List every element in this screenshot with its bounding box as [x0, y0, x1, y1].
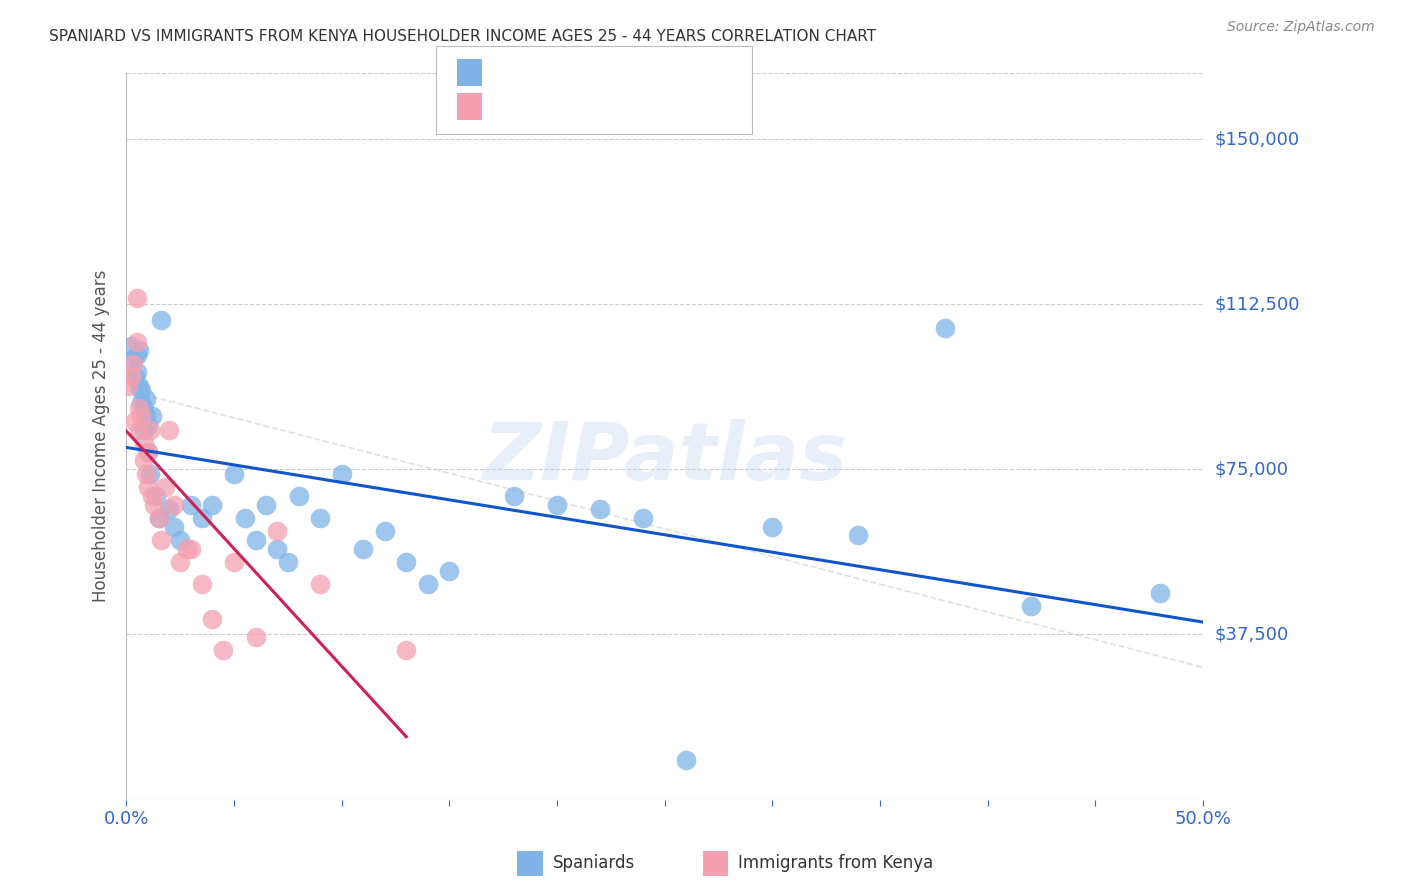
Point — [136, 480, 159, 494]
Point — [546, 498, 568, 512]
Point — [222, 467, 245, 481]
Point — [309, 510, 332, 524]
Point — [132, 423, 155, 437]
Point — [124, 369, 146, 384]
Point — [128, 423, 150, 437]
Point — [124, 414, 146, 428]
Point — [395, 642, 418, 657]
Point — [157, 423, 180, 437]
Text: SPANIARD VS IMMIGRANTS FROM KENYA HOUSEHOLDER INCOME AGES 25 - 44 YEARS CORRELAT: SPANIARD VS IMMIGRANTS FROM KENYA HOUSEH… — [49, 29, 876, 44]
Point — [153, 480, 176, 494]
Point — [136, 444, 159, 458]
Point — [233, 510, 256, 524]
Point — [934, 321, 956, 335]
Text: Source: ZipAtlas.com: Source: ZipAtlas.com — [1227, 20, 1375, 34]
Point — [148, 510, 170, 524]
Point — [139, 467, 162, 481]
Point — [121, 352, 143, 367]
Point — [131, 396, 153, 410]
Point — [169, 555, 191, 569]
Point — [141, 489, 163, 503]
Point — [136, 418, 159, 433]
Point — [125, 348, 148, 362]
Point — [117, 378, 139, 392]
Point — [503, 489, 526, 503]
Point — [120, 369, 142, 384]
Point — [128, 401, 150, 415]
Point — [135, 467, 157, 481]
Point — [222, 555, 245, 569]
Point — [149, 312, 172, 326]
Point — [136, 444, 159, 458]
Point — [132, 401, 155, 415]
Point — [254, 498, 277, 512]
Point — [330, 467, 353, 481]
Point — [190, 576, 212, 591]
Point — [631, 510, 654, 524]
Point — [395, 555, 418, 569]
Point — [180, 498, 202, 512]
Point — [148, 510, 170, 524]
Point — [190, 510, 212, 524]
Point — [157, 502, 180, 516]
Point — [141, 409, 163, 424]
Point — [245, 630, 267, 644]
Text: $75,000: $75,000 — [1215, 460, 1288, 478]
Point — [1149, 585, 1171, 599]
Point — [121, 357, 143, 371]
Point — [139, 423, 162, 437]
Point — [135, 409, 157, 424]
Text: ZIPatlas: ZIPatlas — [482, 419, 848, 497]
Point — [131, 409, 153, 424]
Point — [277, 555, 299, 569]
Point — [143, 498, 166, 512]
Point — [180, 541, 202, 556]
Point — [201, 612, 224, 626]
Text: R = -0.276   N = 50: R = -0.276 N = 50 — [494, 64, 665, 82]
Text: R = -0.373   N = 33: R = -0.373 N = 33 — [494, 97, 665, 116]
Text: $37,500: $37,500 — [1215, 625, 1288, 643]
Point — [439, 564, 461, 578]
Point — [287, 489, 309, 503]
Point — [352, 541, 374, 556]
Text: Spaniards: Spaniards — [553, 855, 634, 872]
Y-axis label: Householder Income Ages 25 - 44 years: Householder Income Ages 25 - 44 years — [93, 270, 110, 602]
Point — [761, 519, 783, 533]
Point — [125, 291, 148, 305]
Point — [212, 642, 235, 657]
Text: $150,000: $150,000 — [1215, 130, 1299, 148]
Point — [374, 524, 396, 538]
Point — [132, 435, 155, 450]
Point — [201, 498, 224, 512]
Point — [589, 502, 612, 516]
Point — [145, 489, 167, 503]
Point — [120, 339, 142, 353]
Point — [176, 541, 198, 556]
Point — [266, 524, 288, 538]
Point — [675, 753, 697, 767]
Point — [128, 343, 150, 358]
Point — [135, 392, 157, 406]
Text: Immigrants from Kenya: Immigrants from Kenya — [738, 855, 934, 872]
Point — [266, 541, 288, 556]
Point — [848, 528, 870, 542]
Point — [128, 378, 150, 392]
Point — [169, 533, 191, 547]
Point — [245, 533, 267, 547]
Point — [309, 576, 332, 591]
Point — [131, 383, 153, 397]
Point — [149, 533, 172, 547]
Text: $112,500: $112,500 — [1215, 295, 1299, 313]
Point — [132, 453, 155, 467]
Point — [416, 576, 439, 591]
Point — [125, 365, 148, 379]
Point — [125, 334, 148, 349]
Point — [163, 498, 186, 512]
Point — [1019, 599, 1042, 613]
Point — [163, 519, 186, 533]
